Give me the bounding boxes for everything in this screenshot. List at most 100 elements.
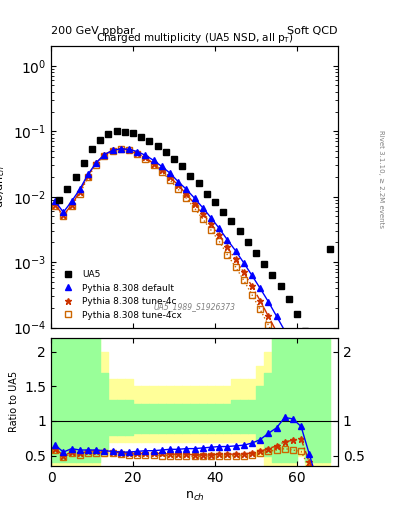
Line: Pythia 8.308 tune-4c: Pythia 8.308 tune-4c [52,145,321,423]
Pythia 8.308 tune-4c [250,283,254,289]
Pythia 8.308 tune-4c [282,344,287,350]
UA5 [204,191,209,197]
Pythia 8.308 tune-4c [307,397,312,403]
UA5 [221,209,226,215]
Pythia 8.308 tune-4cx [209,227,213,233]
Pythia 8.308 tune-4cx [176,186,180,193]
Pythia 8.308 default [184,186,189,193]
Line: Pythia 8.308 tune-4cx: Pythia 8.308 tune-4cx [52,146,320,431]
UA5 [237,228,242,234]
UA5 [90,146,94,152]
UA5 [172,156,176,162]
UA5 [246,240,250,246]
Pythia 8.308 default [266,298,271,305]
Title: Charged multiplicity (UA5 NSD, all p$_\mathrm{T}$): Charged multiplicity (UA5 NSD, all p$_\m… [95,31,294,45]
Pythia 8.308 tune-4cx [266,322,271,328]
Pythia 8.308 tune-4c [167,174,172,180]
Pythia 8.308 tune-4c [69,202,74,208]
UA5 [295,311,299,317]
Pythia 8.308 tune-4cx [184,195,189,201]
Pythia 8.308 tune-4c [86,173,90,179]
UA5 [106,131,111,137]
Pythia 8.308 tune-4cx [167,177,172,183]
Pythia 8.308 tune-4cx [151,161,156,167]
UA5 [57,197,62,203]
Pythia 8.308 tune-4cx [110,148,115,154]
Y-axis label: Ratio to UA5: Ratio to UA5 [9,371,19,433]
Pythia 8.308 default [53,198,57,204]
Pythia 8.308 tune-4cx [282,354,287,360]
Pythia 8.308 tune-4c [135,150,140,156]
Pythia 8.308 tune-4cx [225,252,230,258]
Pythia 8.308 tune-4c [77,188,82,195]
Pythia 8.308 default [110,147,115,154]
Pythia 8.308 tune-4cx [86,174,90,180]
Pythia 8.308 tune-4c [94,160,99,166]
Pythia 8.308 default [102,152,107,158]
Pythia 8.308 default [86,171,90,177]
Pythia 8.308 tune-4c [192,201,197,207]
Pythia 8.308 default [69,198,74,204]
Pythia 8.308 default [209,215,213,221]
UA5 [278,283,283,289]
Pythia 8.308 tune-4c [184,191,189,197]
Pythia 8.308 tune-4cx [250,291,254,297]
UA5 [139,134,143,140]
Pythia 8.308 tune-4cx [217,238,222,244]
Pythia 8.308 tune-4cx [69,203,74,209]
UA5 [229,218,234,224]
Pythia 8.308 tune-4c [290,361,295,367]
Pythia 8.308 tune-4cx [102,153,107,159]
UA5 [262,261,266,267]
Pythia 8.308 tune-4cx [127,147,131,154]
Pythia 8.308 default [225,237,230,243]
UA5 [327,246,332,252]
Pythia 8.308 default [143,152,148,158]
Pythia 8.308 tune-4cx [274,338,279,344]
Pythia 8.308 tune-4c [102,152,107,158]
Pythia 8.308 tune-4cx [290,370,295,376]
UA5 [114,128,119,134]
Pythia 8.308 tune-4c [110,147,115,154]
UA5 [188,173,193,179]
Pythia 8.308 tune-4c [266,313,271,319]
Pythia 8.308 default [241,260,246,266]
Pythia 8.308 tune-4c [143,154,148,160]
Y-axis label: d$\sigma$/dn$_{ch}$: d$\sigma$/dn$_{ch}$ [0,165,7,208]
Pythia 8.308 tune-4cx [307,406,312,412]
Pythia 8.308 default [315,394,320,400]
Pythia 8.308 tune-4cx [192,205,197,211]
Pythia 8.308 tune-4c [233,257,238,263]
Pythia 8.308 default [135,148,140,155]
Pythia 8.308 tune-4cx [61,214,66,220]
Pythia 8.308 default [192,195,197,201]
Text: Soft QCD: Soft QCD [288,26,338,36]
Pythia 8.308 tune-4c [274,329,279,335]
Pythia 8.308 default [118,146,123,152]
Pythia 8.308 default [274,313,279,319]
Line: Pythia 8.308 default: Pythia 8.308 default [52,146,320,400]
Pythia 8.308 tune-4c [160,166,164,173]
Pythia 8.308 tune-4cx [135,151,140,157]
UA5 [213,199,217,205]
Text: 200 GeV ppbar: 200 GeV ppbar [51,26,135,36]
Pythia 8.308 default [282,328,287,334]
Text: Rivet 3.1.10, ≥ 2.2M events: Rivet 3.1.10, ≥ 2.2M events [378,130,384,228]
UA5 [155,143,160,150]
UA5 [180,163,185,169]
Pythia 8.308 default [167,170,172,176]
Pythia 8.308 default [94,160,99,166]
UA5 [303,328,308,334]
Pythia 8.308 tune-4c [53,202,57,208]
Pythia 8.308 tune-4cx [143,156,148,162]
Pythia 8.308 tune-4cx [94,161,99,167]
Pythia 8.308 tune-4cx [160,169,164,175]
UA5 [123,129,127,135]
Pythia 8.308 default [151,157,156,163]
Pythia 8.308 tune-4cx [233,264,238,270]
Pythia 8.308 default [176,179,180,185]
Pythia 8.308 default [307,377,312,383]
Pythia 8.308 default [233,248,238,254]
Pythia 8.308 tune-4cx [241,277,246,283]
UA5 [286,296,291,303]
